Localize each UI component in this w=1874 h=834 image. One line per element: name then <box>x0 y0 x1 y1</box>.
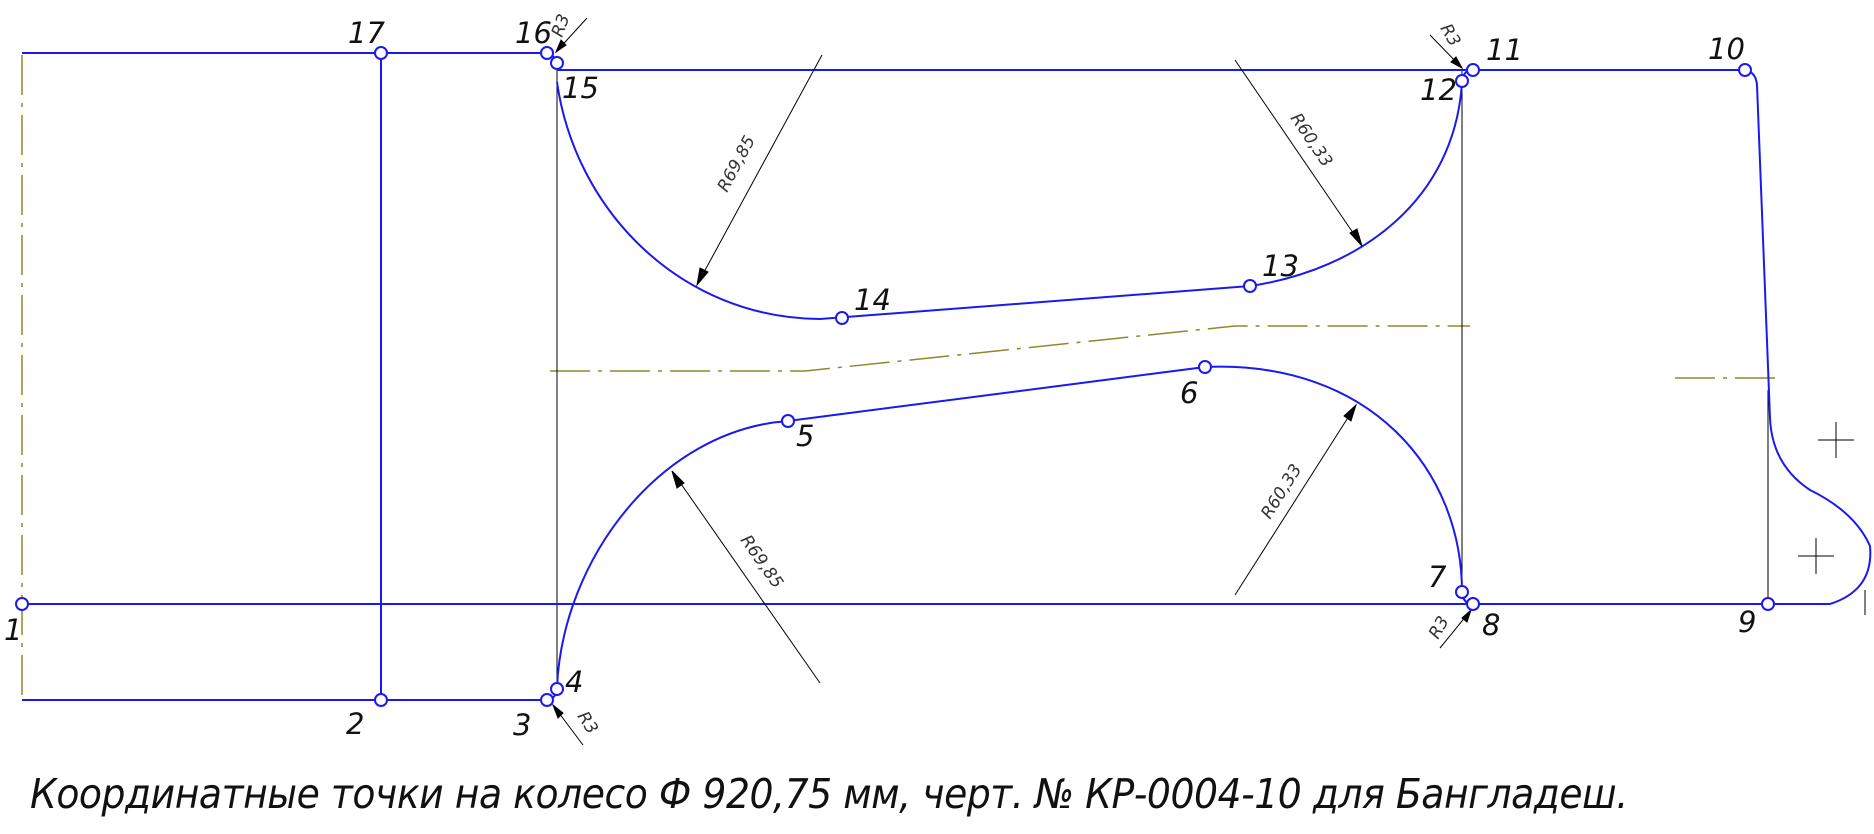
point-label-15: 15 <box>562 71 599 105</box>
point-marker-9 <box>1761 597 1775 611</box>
arc-r60-upper <box>1249 81 1463 287</box>
point-label-8: 8 <box>1482 608 1500 642</box>
point-label-1: 1 <box>4 613 22 647</box>
point-label-11: 11 <box>1486 33 1523 67</box>
point-marker-1 <box>15 597 29 611</box>
leader-r60-bottom <box>1234 404 1357 596</box>
point-labels: 1 2 3 4 5 6 7 8 9 10 11 12 13 14 15 16 1… <box>4 16 1756 742</box>
dimension-label-r69-top: R69,85 <box>714 133 760 196</box>
point-label-7: 7 <box>1428 560 1447 594</box>
leader-r60-top <box>1234 59 1363 247</box>
point-label-12: 12 <box>1420 73 1457 107</box>
point-marker-16 <box>540 46 554 60</box>
point-marker-14 <box>835 311 849 325</box>
slope-5-6 <box>787 366 1206 422</box>
point-label-10: 10 <box>1708 32 1745 66</box>
arc-r60-lower <box>1204 365 1463 593</box>
point-label-9: 9 <box>1738 605 1756 639</box>
leader-r69-top <box>696 54 823 286</box>
arrow-r3-top-left <box>554 39 567 54</box>
point-marker-12 <box>1455 74 1469 88</box>
point-marker-13 <box>1243 279 1257 293</box>
point-label-5: 5 <box>796 419 814 453</box>
point-label-4: 4 <box>565 665 583 699</box>
dimension-label-r60-bottom: R60,33 <box>1257 461 1306 523</box>
arrow-r3-bottom-left <box>551 703 564 719</box>
point-marker-8 <box>1466 597 1480 611</box>
drawing-caption: Координатные точки на колесо Ф 920,75 мм… <box>30 770 1628 818</box>
point-label-16: 16 <box>515 16 552 50</box>
point-marker-3 <box>540 693 554 707</box>
arrow-r69-bottom <box>671 470 685 489</box>
point-label-2: 2 <box>346 707 364 741</box>
dimension-label-r60-top: R60,33 <box>1286 110 1336 171</box>
point-label-13: 13 <box>1262 249 1299 283</box>
dimension-labels: R3 R3 R3 R3 R69,85 R69,85 R60,33 R60,33 <box>548 12 1464 738</box>
point-marker-17 <box>374 46 388 60</box>
point-marker-6 <box>1198 360 1212 374</box>
arc-r69-upper <box>556 81 821 320</box>
point-label-14: 14 <box>854 283 891 317</box>
point-marker-10 <box>1738 63 1752 77</box>
dimension-label-r3-bottom-left: R3 <box>573 708 602 738</box>
arc-r69-lower <box>556 420 789 689</box>
arrow-r3-bottom-right <box>1461 608 1473 623</box>
arrow-r60-top <box>1349 228 1363 247</box>
point-marker-7 <box>1455 585 1469 599</box>
point-marker-15 <box>550 56 564 70</box>
dimension-leaders <box>551 17 1473 746</box>
point-label-17: 17 <box>348 16 385 50</box>
leader-r69-bottom <box>671 470 821 684</box>
dimension-label-r3-bottom-right: R3 <box>1425 613 1454 643</box>
flange-centerline <box>550 325 1470 372</box>
arrow-r60-bottom <box>1343 403 1358 422</box>
point-label-6: 6 <box>1180 376 1198 410</box>
slope-14-13 <box>819 285 1251 320</box>
point-marker-5 <box>781 414 795 428</box>
point-markers <box>15 46 1775 707</box>
point-marker-4 <box>550 682 564 696</box>
point-marker-2 <box>374 693 388 707</box>
arrow-r3-top-right <box>1450 56 1464 70</box>
dimension-label-r69-bottom: R69,85 <box>736 531 787 592</box>
point-marker-11 <box>1466 63 1480 77</box>
arrow-r69-top <box>696 267 709 287</box>
construction-lines <box>556 70 1866 690</box>
flange-10-9 <box>1744 69 1872 605</box>
profile-outline <box>22 52 1872 701</box>
point-label-3: 3 <box>513 708 531 742</box>
centerlines <box>21 55 1778 700</box>
